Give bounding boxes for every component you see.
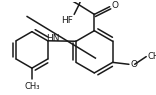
Text: CH₃: CH₃	[24, 82, 40, 91]
Text: O: O	[131, 60, 138, 69]
Text: O: O	[112, 1, 119, 10]
Text: CH₃: CH₃	[147, 52, 156, 61]
Text: HF: HF	[61, 16, 73, 25]
Text: HN: HN	[46, 34, 60, 43]
